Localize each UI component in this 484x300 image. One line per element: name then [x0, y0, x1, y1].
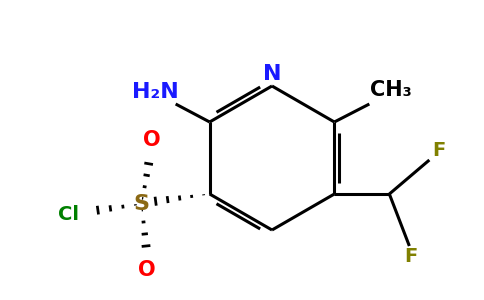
Text: F: F — [433, 140, 446, 160]
Text: N: N — [263, 64, 281, 84]
Text: CH₃: CH₃ — [370, 80, 412, 100]
Text: O: O — [138, 260, 155, 280]
Text: F: F — [405, 247, 418, 266]
Text: H₂N: H₂N — [132, 82, 179, 102]
Text: Cl: Cl — [58, 205, 79, 224]
Text: S: S — [134, 194, 150, 214]
Text: O: O — [143, 130, 161, 150]
